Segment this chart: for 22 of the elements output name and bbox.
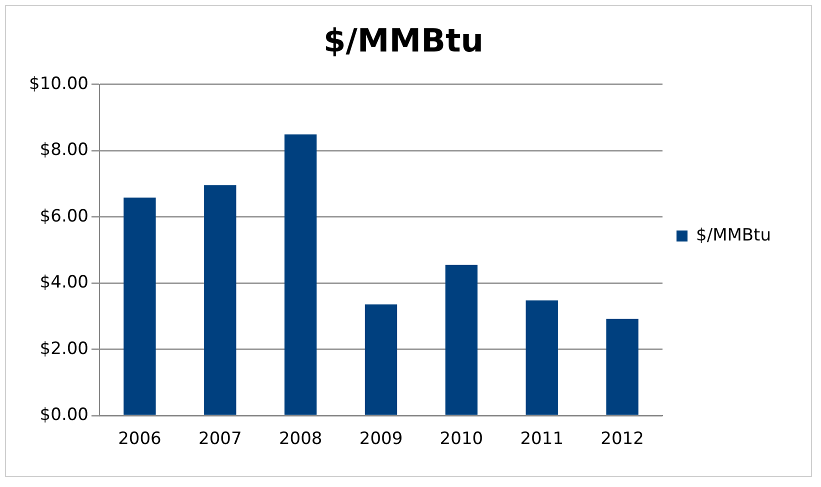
bar bbox=[606, 318, 638, 415]
bar bbox=[526, 300, 558, 415]
y-tick-label: $2.00 bbox=[40, 338, 88, 359]
bar bbox=[445, 264, 478, 415]
x-tick-label: 2006 bbox=[118, 429, 162, 450]
bar bbox=[284, 134, 317, 415]
x-tick-label: 2010 bbox=[440, 429, 484, 450]
bar bbox=[364, 304, 398, 415]
x-tick-label: 2011 bbox=[520, 429, 564, 450]
y-tick-label: $0.00 bbox=[40, 405, 88, 426]
y-tick-label: $10.00 bbox=[29, 74, 88, 94]
x-tick-label: 2009 bbox=[359, 429, 403, 450]
x-tick-label: 2008 bbox=[278, 429, 322, 450]
legend-label: $/MMBtu bbox=[696, 225, 772, 246]
y-tick-label: $4.00 bbox=[40, 272, 88, 293]
x-tick-label: 2007 bbox=[198, 429, 242, 450]
bar bbox=[204, 185, 236, 415]
y-tick-label: $8.00 bbox=[40, 140, 88, 160]
chart-title: $/MMBtu bbox=[323, 22, 484, 60]
bar bbox=[124, 198, 156, 415]
y-tick-label: $6.00 bbox=[40, 206, 88, 226]
x-tick-label: 2012 bbox=[600, 429, 644, 450]
